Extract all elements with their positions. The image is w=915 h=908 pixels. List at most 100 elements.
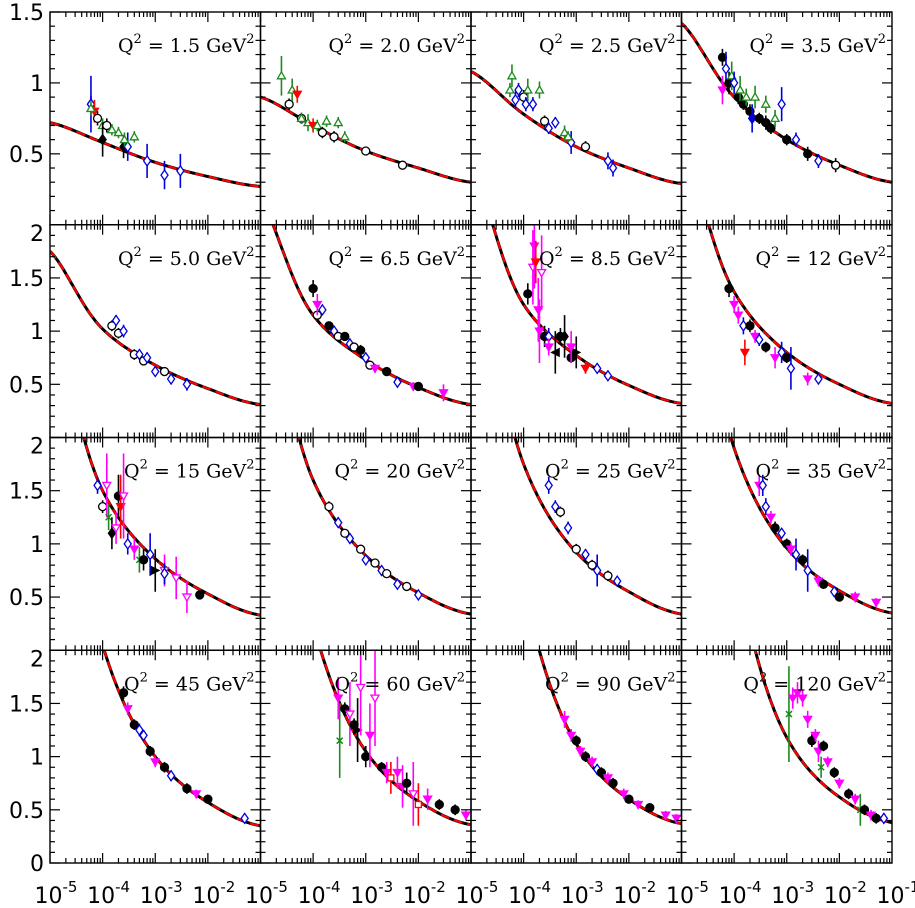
- x-tick-base: 10: [456, 884, 484, 908]
- panel-label: Q2 = 12 GeV2: [756, 245, 887, 270]
- data-point: [645, 803, 655, 813]
- panel-label-value: = 5.0 GeV: [142, 248, 247, 270]
- panel-label-value: = 3.5 GeV: [773, 35, 878, 57]
- panel-3: Q2 = 3.5 GeV2: [681, 22, 892, 184]
- data-point: [596, 767, 607, 778]
- panel-label-q: Q: [545, 673, 561, 695]
- panel-label-value: = 60 GeV: [358, 673, 457, 695]
- data-point: [160, 160, 169, 190]
- data-point: [729, 296, 740, 314]
- panel-label: Q2 = 2.0 GeV2: [328, 32, 465, 57]
- panel-label-exp: 2: [771, 458, 779, 473]
- data-point: [803, 549, 812, 592]
- data-point: [871, 598, 882, 608]
- panel-content: [271, 224, 471, 406]
- x-tick-exponent: -3: [168, 878, 183, 896]
- data-point: [276, 55, 287, 96]
- data-point: [329, 131, 339, 143]
- panel-content: [50, 250, 261, 406]
- panel-label-q: Q: [335, 461, 351, 483]
- panel-label-q: Q: [756, 461, 772, 483]
- x-tick-base: 10: [87, 884, 115, 908]
- data-point: [534, 81, 545, 99]
- data-point: [624, 794, 634, 804]
- x-tick-label: 10-5: [666, 878, 709, 908]
- data-point: [603, 369, 613, 382]
- panel-label: Q2 = 25 GeV2: [545, 458, 676, 483]
- panel-label-exp: 2: [561, 670, 569, 685]
- panel-label: Q2 = 3.5 GeV2: [749, 32, 886, 57]
- panel-4: Q2 = 5.0 GeV2: [50, 245, 261, 406]
- data-point: [85, 101, 97, 116]
- data-point: [106, 124, 118, 136]
- data-point: [284, 98, 294, 110]
- data-point: [791, 538, 801, 571]
- data-point: [717, 75, 728, 105]
- y-tick-label: 1.5: [9, 1, 44, 26]
- panels-layer: Q2 = 1.5 GeV2 Q2 = 2.0 GeV2 Q2 = 2.5 GeV2 Q…: [50, 22, 892, 828]
- panel-label-exp: 2: [878, 670, 886, 685]
- x-tick-base: 10: [403, 884, 431, 908]
- data-point: [176, 153, 185, 188]
- panel-1: Q2 = 2.0 GeV2: [260, 32, 471, 184]
- x-tick-label: 10-5: [35, 878, 78, 908]
- data-point: [340, 331, 350, 342]
- data-point: [145, 745, 155, 757]
- data-point: [150, 756, 161, 768]
- data-point: [381, 761, 392, 784]
- data-point: [785, 666, 793, 762]
- panel-label-q: Q: [539, 248, 555, 270]
- panel-label-value: = 120 GeV: [767, 673, 878, 695]
- panel-label-exp: 2: [771, 245, 779, 260]
- data-point: [422, 788, 433, 810]
- data-point: [786, 347, 796, 390]
- data-point: [408, 761, 419, 826]
- panel-label-exp: 2: [246, 245, 254, 260]
- y-tick-label: 2: [30, 222, 44, 247]
- data-point: [356, 544, 366, 554]
- panel-7: Q2 = 12 GeV2: [707, 224, 892, 405]
- data-point: [355, 650, 366, 736]
- data-point: [555, 506, 566, 518]
- panel-label-exp: 2: [667, 458, 675, 473]
- data-point: [580, 141, 591, 153]
- x-tick-base: 10: [719, 884, 747, 908]
- data-point: [171, 556, 182, 600]
- data-point: [353, 698, 363, 762]
- y-tick-label: 1.5: [9, 267, 44, 292]
- data-point: [618, 788, 629, 800]
- panel-label-exp: 2: [350, 670, 358, 685]
- data-point: [397, 160, 408, 170]
- data-point: [382, 569, 392, 579]
- x-tick-exponent: -2: [220, 878, 235, 896]
- fit-curve-red-dashed: [50, 250, 261, 406]
- data-point: [729, 71, 739, 95]
- data-point: [166, 769, 176, 782]
- data-point: [745, 319, 755, 333]
- panel-6: Q2 = 8.5 GeV2: [491, 224, 682, 405]
- data-point: [361, 351, 371, 364]
- y-tick-label: 0.5: [9, 586, 44, 611]
- data-point: [93, 476, 102, 494]
- x-tick-label: 10-2: [192, 878, 235, 908]
- data-point: [413, 381, 424, 392]
- data-point: [802, 372, 813, 386]
- panel-content: [297, 437, 471, 616]
- data-point: [142, 351, 152, 364]
- panel-content: [707, 224, 892, 405]
- data-point: [603, 152, 613, 170]
- data-point: [434, 799, 444, 810]
- x-tick-base: 10: [508, 884, 536, 908]
- data-point: [633, 800, 644, 810]
- data-point: [822, 756, 833, 768]
- panel-label-value: = 8.5 GeV: [563, 248, 668, 270]
- x-tick-label: 10-3: [771, 878, 814, 908]
- data-point: [536, 235, 547, 310]
- panel-label-q: Q: [124, 461, 140, 483]
- panel-label: Q2 = 60 GeV2: [335, 670, 466, 695]
- data-point: [761, 498, 771, 516]
- panel-content: [537, 650, 682, 826]
- panel-label-exp: 2: [667, 670, 675, 685]
- data-point: [754, 112, 764, 125]
